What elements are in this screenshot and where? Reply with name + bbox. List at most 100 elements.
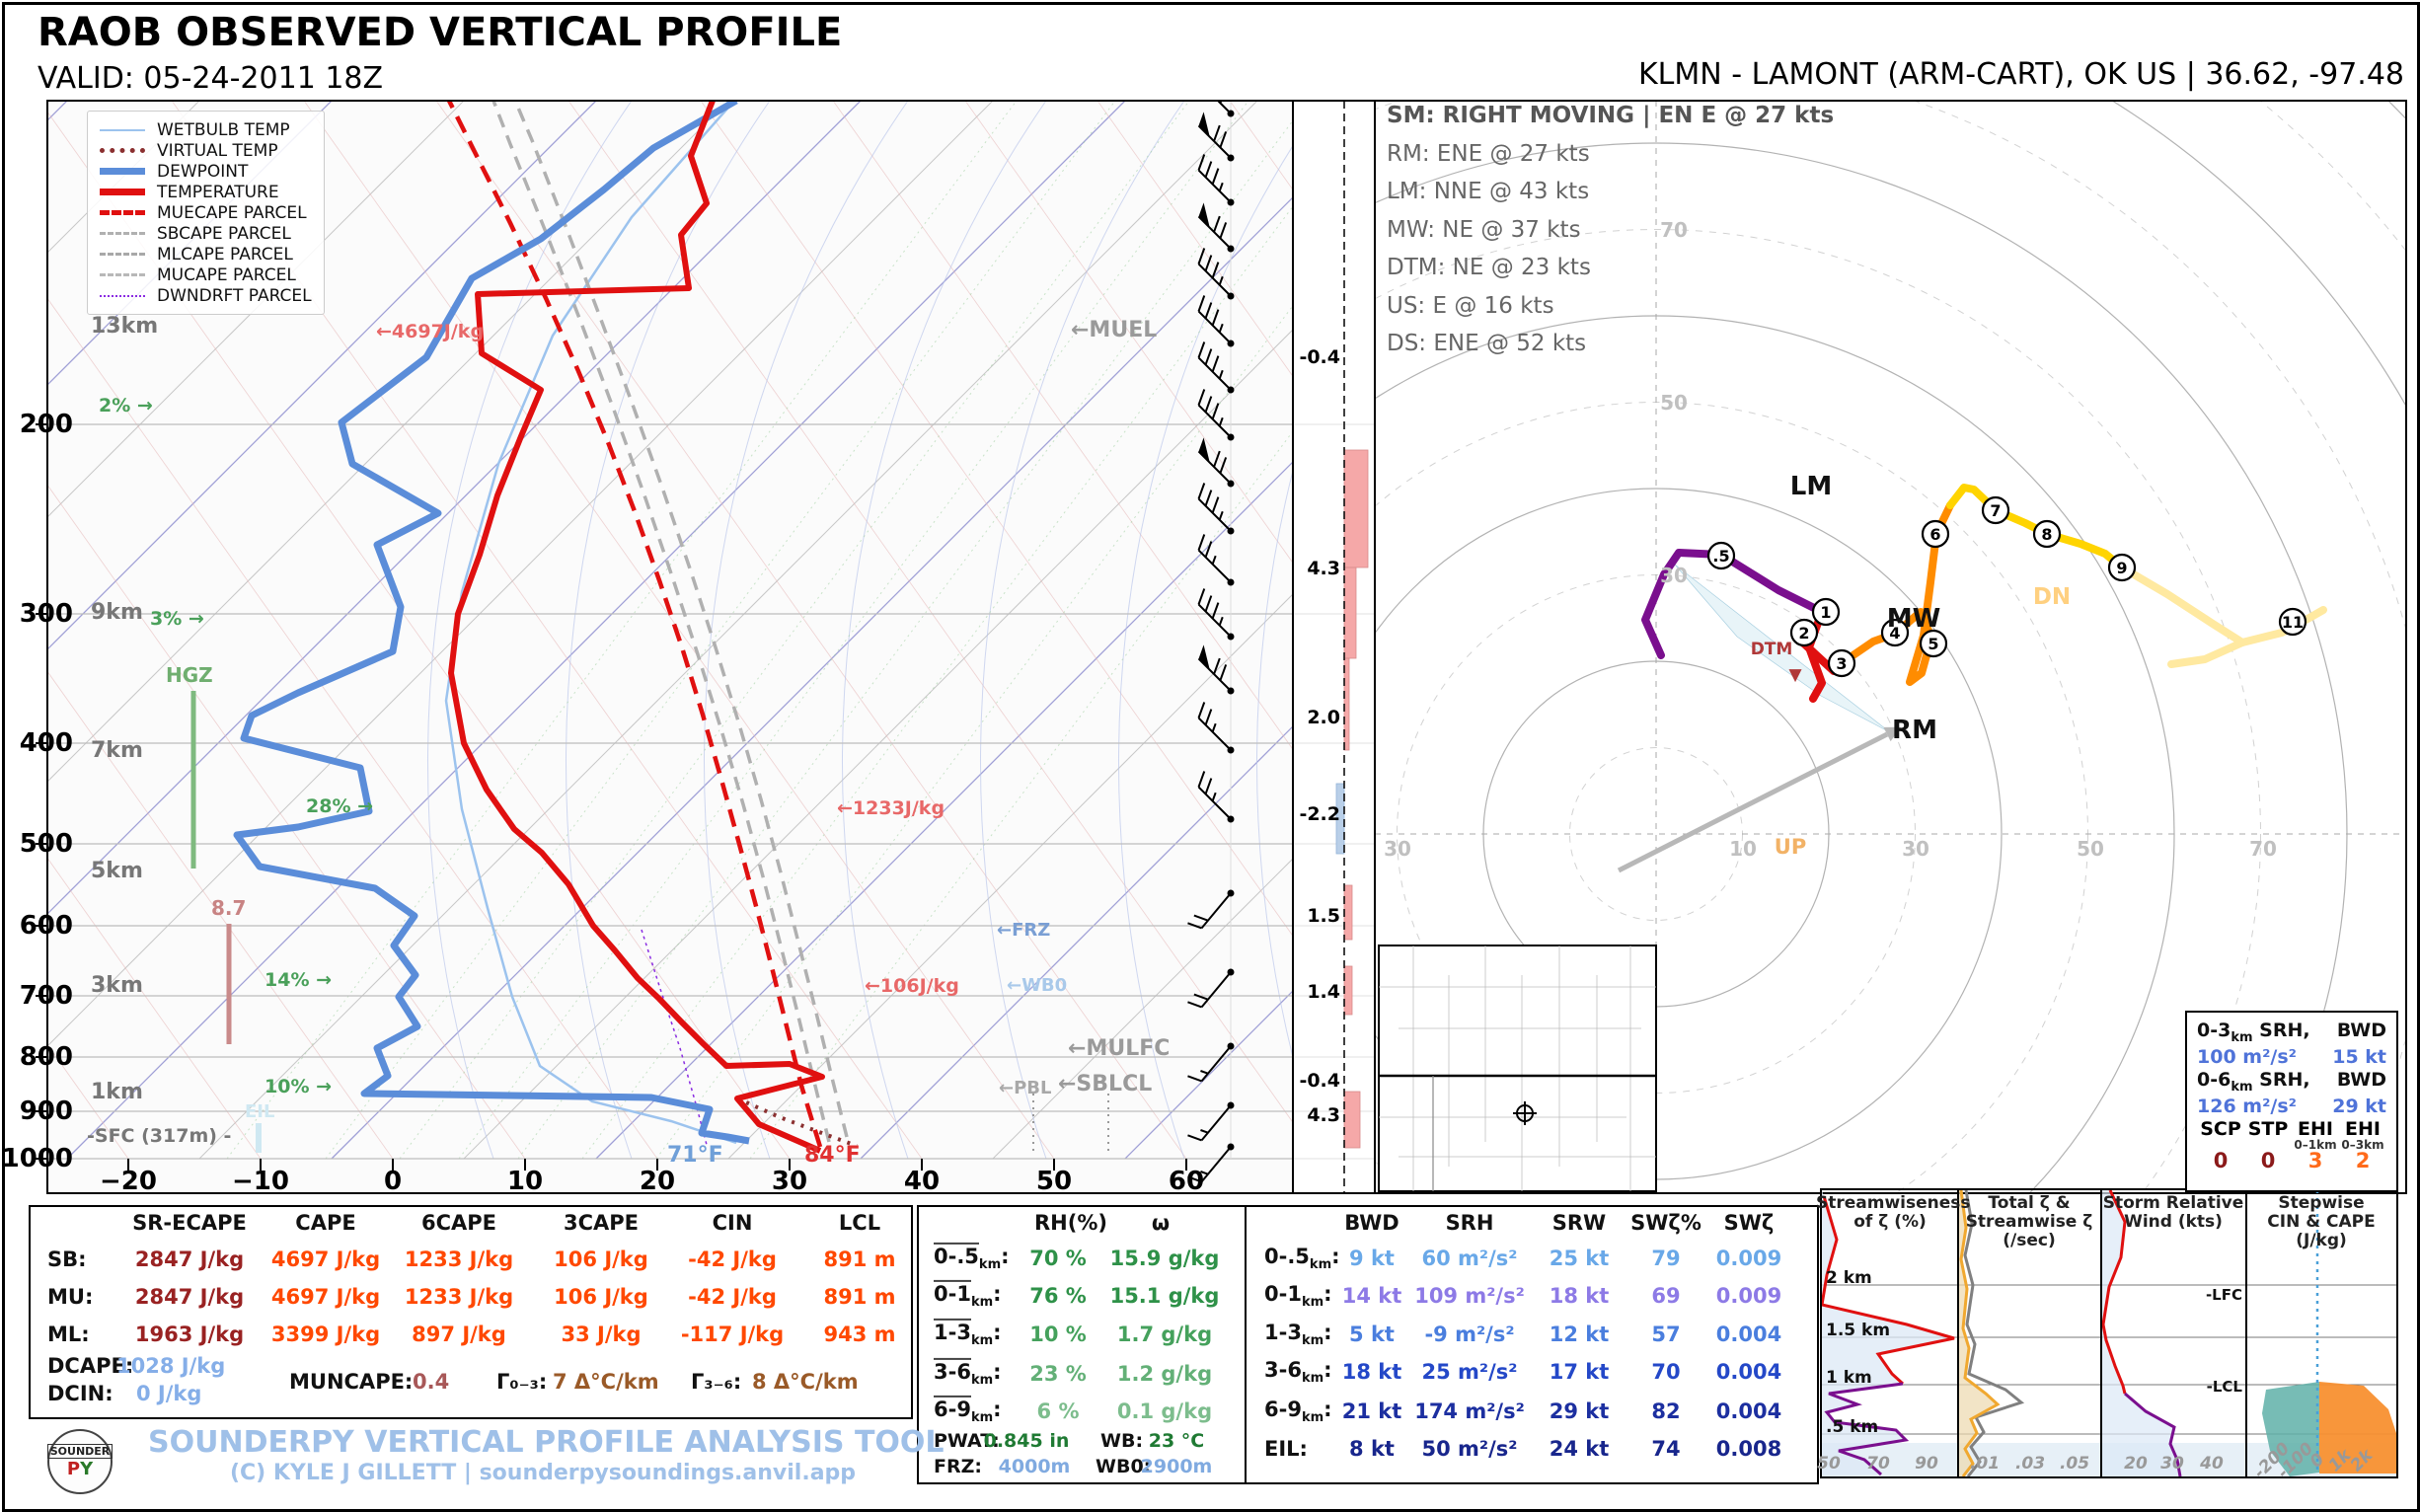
panel-height-label: 2 km bbox=[1826, 1268, 1872, 1288]
wind-barb bbox=[1197, 534, 1235, 586]
surface-label: -SFC (317m) - bbox=[87, 1125, 232, 1147]
mixing-ratio-label: 10% → bbox=[265, 1076, 333, 1097]
moisture-row-label: 3-6km: bbox=[934, 1357, 1002, 1389]
lapse-36-value: 8 Δ°C/km bbox=[752, 1370, 859, 1394]
thermo-value: 4697 J/kg bbox=[270, 1285, 381, 1309]
panel-c-tick: 40 bbox=[2200, 1454, 2224, 1474]
thermo-header: SR-ECAPE bbox=[132, 1211, 247, 1235]
wind-barb bbox=[1197, 295, 1235, 347]
lapse-03-value: 7 Δ°C/km bbox=[553, 1370, 659, 1394]
frz-label: FRZ: bbox=[934, 1456, 982, 1477]
rh-value: 10 % bbox=[1029, 1323, 1087, 1346]
ring-label: 70 bbox=[2249, 837, 2277, 861]
shear-row-label: 1-3km: bbox=[1264, 1320, 1332, 1349]
svg-text:6: 6 bbox=[1929, 525, 1940, 544]
shear-value: 60 m²/s² bbox=[1421, 1247, 1518, 1270]
hodo-label: DTM bbox=[1750, 640, 1793, 659]
shear-value: 0.009 bbox=[1715, 1247, 1782, 1270]
wind-barb bbox=[1187, 968, 1235, 1009]
omega-value: 1.7 g/kg bbox=[1116, 1323, 1213, 1346]
thermo-value: 897 J/kg bbox=[412, 1323, 506, 1346]
rh-value: 6 % bbox=[1036, 1399, 1080, 1423]
shear-value: 57 bbox=[1651, 1323, 1681, 1346]
shear-header: BWD bbox=[1344, 1211, 1399, 1235]
ring-label: 50 bbox=[1660, 391, 1688, 415]
wind-barb bbox=[1187, 889, 1235, 930]
mixing-ratio-label: 3% → bbox=[150, 608, 204, 630]
panel-title: Storm Relative Wind (kts) bbox=[2102, 1193, 2244, 1232]
shear-value: 0.009 bbox=[1715, 1284, 1782, 1308]
wind-barb bbox=[1197, 437, 1235, 488]
thermo-row-label: ML: bbox=[47, 1323, 90, 1346]
shear-value: 9 kt bbox=[1349, 1247, 1395, 1270]
strip-value: 1.4 bbox=[1307, 981, 1340, 1003]
shear-row-label: 3-6km: bbox=[1264, 1357, 1332, 1387]
legend-swatch bbox=[100, 253, 145, 256]
temp-axis-tick: 50 bbox=[1035, 1167, 1073, 1196]
thermo-value: 1963 J/kg bbox=[134, 1323, 245, 1346]
temp-axis-tick: 60 bbox=[1168, 1167, 1205, 1196]
storm-motion-line: DS: ENE @ 52 kts bbox=[1387, 331, 1587, 356]
legend-swatch bbox=[100, 148, 145, 153]
panel-title: Streamwiseness of ζ (%) bbox=[1816, 1193, 1971, 1232]
svg-text:.5: .5 bbox=[1712, 547, 1729, 566]
panel-title: Total ζ & Streamwise ζ (/sec) bbox=[1965, 1193, 2093, 1250]
panel-height-label: .5 km bbox=[1826, 1417, 1879, 1437]
svg-text:1: 1 bbox=[1820, 603, 1831, 622]
height-label: 13km bbox=[91, 314, 159, 339]
shear-value: 0.008 bbox=[1715, 1437, 1782, 1461]
wb-value: 23 °C bbox=[1148, 1430, 1205, 1452]
shear-value: 74 bbox=[1651, 1437, 1681, 1461]
lfc-label: -LFC bbox=[2205, 1286, 2242, 1304]
temp-axis-tick: 10 bbox=[506, 1167, 544, 1196]
wind-barb bbox=[1216, 101, 1235, 117]
inset-srh3-label: 0-3km SRH, bbox=[2197, 1020, 2310, 1045]
panel-title: Stepwise CIN & CAPE (J/kg) bbox=[2267, 1193, 2376, 1250]
panel-b-tick: .01 bbox=[1969, 1454, 2001, 1474]
valid-time: VALID: 05-24-2011 18Z bbox=[38, 61, 384, 96]
thermo-header: CAPE bbox=[295, 1211, 356, 1235]
pressure-label: 600 bbox=[19, 911, 73, 941]
storm-motion-line: RM: ENE @ 27 kts bbox=[1387, 140, 1590, 167]
svg-text:4: 4 bbox=[1889, 624, 1900, 643]
wb0-label: WB0: bbox=[1096, 1456, 1152, 1477]
temp-axis-tick: 30 bbox=[771, 1167, 808, 1196]
svg-text:7: 7 bbox=[1990, 501, 2001, 520]
legend-label: VIRTUAL TEMP bbox=[157, 140, 278, 161]
thermo-value: 891 m bbox=[823, 1285, 896, 1309]
shear-value: 0.004 bbox=[1715, 1360, 1782, 1384]
thermo-row-label: SB: bbox=[47, 1247, 87, 1271]
surface-temp: 84°F bbox=[804, 1143, 861, 1168]
thermo-value: -42 J/kg bbox=[688, 1247, 777, 1271]
panel-b-tick: .03 bbox=[2014, 1454, 2046, 1474]
level-annotation: ←FRZ bbox=[997, 920, 1051, 941]
legend-swatch bbox=[100, 168, 145, 175]
legend-swatch bbox=[100, 210, 145, 215]
shear-value: 70 bbox=[1651, 1360, 1681, 1384]
level-annotation: ←WB0 bbox=[1007, 975, 1068, 996]
credits-subtitle: (C) KYLE J GILLETT | sounderpysoundings.… bbox=[229, 1461, 857, 1485]
shear-value: 69 bbox=[1651, 1284, 1681, 1308]
legend-item: WETBULB TEMP bbox=[100, 119, 312, 140]
shear-row-label: 0-1km: bbox=[1264, 1281, 1332, 1311]
level-annotation: ←PBL bbox=[999, 1078, 1052, 1098]
skewt-legend: WETBULB TEMP VIRTUAL TEMP DEWPOINT TEMPERAT… bbox=[87, 111, 325, 315]
dcin-value: 0 J/kg bbox=[136, 1382, 202, 1405]
lapse-36-label: Γ₃₋₆: bbox=[691, 1370, 742, 1394]
panel-a-tick: 50 bbox=[1817, 1454, 1841, 1474]
thermo-row-label: MU: bbox=[47, 1285, 94, 1309]
shear-value: 50 m²/s² bbox=[1421, 1437, 1518, 1461]
shear-header: SRH bbox=[1445, 1211, 1494, 1235]
panel-height-label: 1.5 km bbox=[1826, 1321, 1891, 1340]
wind-barb bbox=[1197, 154, 1235, 206]
thermo-value: 1233 J/kg bbox=[404, 1247, 514, 1271]
level-annotation: ←1233J/kg bbox=[837, 797, 945, 819]
shear-value: 82 bbox=[1651, 1399, 1681, 1423]
pressure-label: 1000 bbox=[1, 1144, 73, 1173]
wb0-value: 2900m bbox=[1140, 1456, 1213, 1477]
thermo-value: 2847 J/kg bbox=[134, 1247, 245, 1271]
hodo-label: UP bbox=[1774, 835, 1807, 859]
moisture-row-label: 0-1km: bbox=[934, 1279, 1002, 1311]
shear-value: 18 kt bbox=[1341, 1360, 1402, 1384]
level-annotation: ←106J/kg bbox=[865, 975, 959, 997]
